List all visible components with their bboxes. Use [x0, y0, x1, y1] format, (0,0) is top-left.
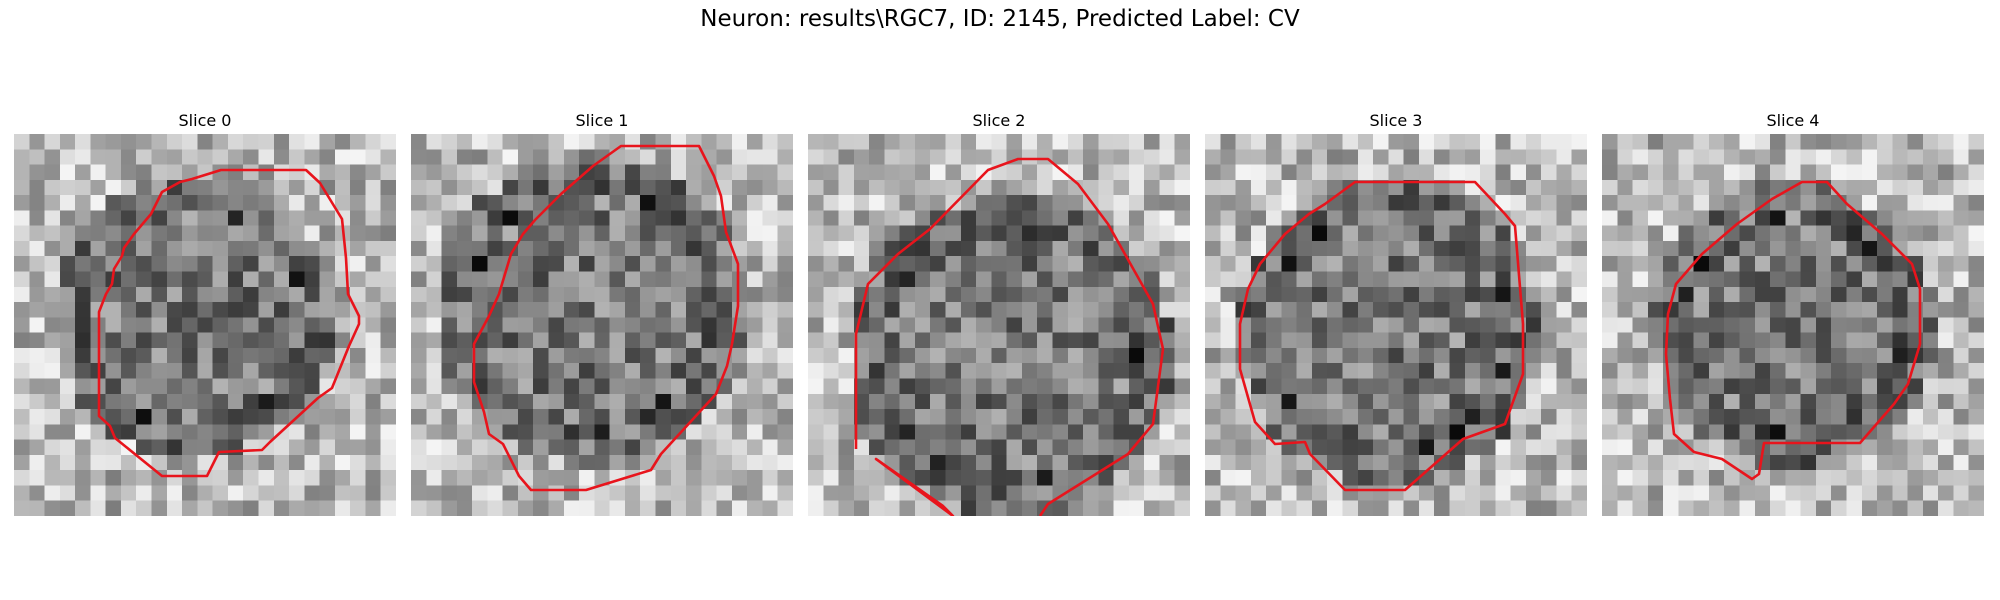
slice-panel-1: Slice 1: [411, 110, 793, 516]
microscopy-slice-3: [1205, 134, 1587, 516]
cell-contour-3: [1238, 180, 1525, 492]
slice-title-1: Slice 1: [575, 111, 629, 130]
cell-contour-4: [1664, 180, 1922, 481]
slice-panel-0: Slice 0: [14, 110, 396, 516]
microscopy-slice-2: [808, 134, 1190, 516]
microscopy-slice-0: [14, 134, 396, 516]
slice-title-4: Slice 4: [1766, 111, 1820, 130]
slice-image-2: [808, 134, 1190, 516]
slice-image-0: [14, 134, 396, 516]
cell-contour-0: [97, 168, 361, 478]
cell-contour-2: [854, 157, 1165, 516]
slice-panel-4: Slice 4: [1602, 110, 1984, 516]
slice-image-1: [411, 134, 793, 516]
slice-image-4: [1602, 134, 1984, 516]
microscopy-slice-1: [411, 134, 793, 516]
slice-panel-3: Slice 3: [1205, 110, 1587, 516]
slice-title-0: Slice 0: [178, 111, 232, 130]
slice-image-3: [1205, 134, 1587, 516]
slice-title-3: Slice 3: [1369, 111, 1423, 130]
microscopy-slice-4: [1602, 134, 1984, 516]
slice-panel-2: Slice 2: [808, 110, 1190, 516]
cell-contour-1: [472, 144, 740, 492]
slice-title-2: Slice 2: [972, 111, 1026, 130]
figure-title: Neuron: results\RGC7, ID: 2145, Predicte…: [700, 6, 1300, 32]
